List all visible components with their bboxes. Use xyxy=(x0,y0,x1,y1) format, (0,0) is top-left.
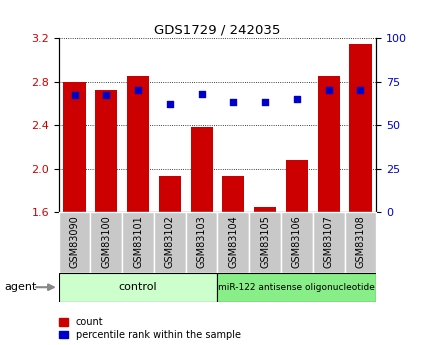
Bar xyxy=(280,212,312,273)
Point xyxy=(324,87,332,93)
Point xyxy=(229,100,236,105)
Text: GSM83102: GSM83102 xyxy=(164,215,174,268)
Text: GSM83101: GSM83101 xyxy=(133,215,143,268)
Bar xyxy=(63,81,85,212)
Text: GSM83108: GSM83108 xyxy=(355,215,365,268)
Bar xyxy=(285,160,307,212)
Bar xyxy=(95,90,117,212)
Point xyxy=(135,87,141,93)
Point xyxy=(166,101,173,107)
Bar xyxy=(217,212,249,273)
Bar xyxy=(253,207,276,212)
Bar xyxy=(317,76,339,212)
Text: GSM83105: GSM83105 xyxy=(260,215,270,268)
Text: GSM83106: GSM83106 xyxy=(291,215,301,268)
Bar xyxy=(349,45,371,212)
Bar xyxy=(185,212,217,273)
Bar xyxy=(59,273,217,302)
Text: GSM83090: GSM83090 xyxy=(69,215,79,268)
Bar xyxy=(222,176,244,212)
Point xyxy=(198,91,205,97)
Text: GSM83103: GSM83103 xyxy=(196,215,206,268)
Point xyxy=(293,96,299,102)
Text: GSM83107: GSM83107 xyxy=(323,215,333,268)
Text: control: control xyxy=(118,282,157,292)
Bar xyxy=(154,212,185,273)
Text: agent: agent xyxy=(4,282,36,292)
Bar xyxy=(217,273,375,302)
Point xyxy=(356,87,363,93)
Bar xyxy=(59,212,90,273)
Text: miR-122 antisense oligonucleotide: miR-122 antisense oligonucleotide xyxy=(218,283,375,292)
Bar xyxy=(190,127,212,212)
Point xyxy=(103,93,109,98)
Point xyxy=(261,100,268,105)
Bar xyxy=(312,212,344,273)
Title: GDS1729 / 242035: GDS1729 / 242035 xyxy=(154,24,280,37)
Text: GSM83100: GSM83100 xyxy=(101,215,111,268)
Bar xyxy=(344,212,375,273)
Legend: count, percentile rank within the sample: count, percentile rank within the sample xyxy=(59,317,240,340)
Bar xyxy=(158,176,181,212)
Bar xyxy=(249,212,280,273)
Bar xyxy=(122,212,154,273)
Text: GSM83104: GSM83104 xyxy=(228,215,238,268)
Point xyxy=(71,93,78,98)
Bar xyxy=(127,76,149,212)
Bar xyxy=(90,212,122,273)
